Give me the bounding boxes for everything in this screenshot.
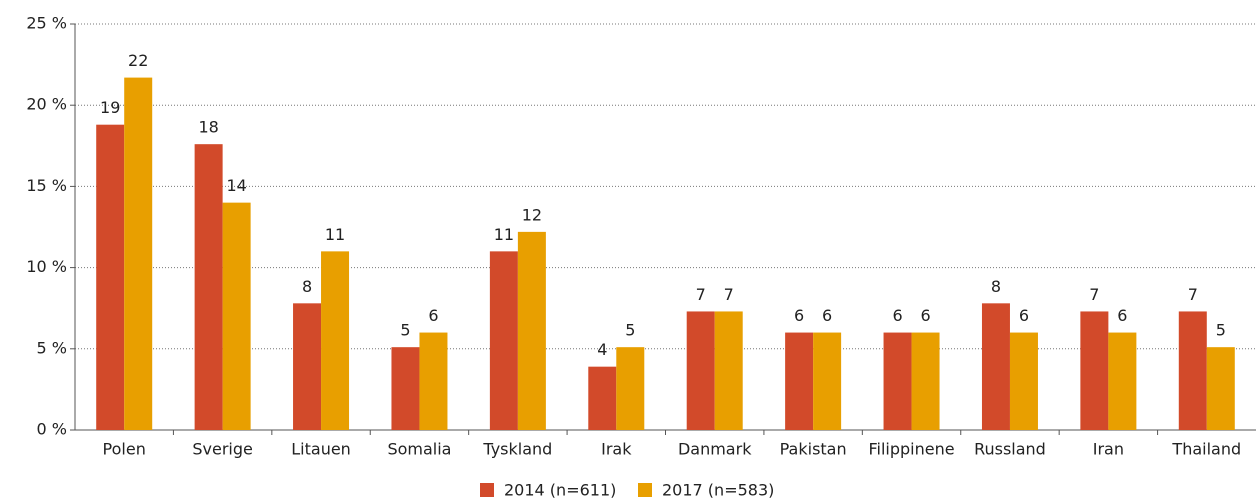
bar — [1080, 311, 1109, 430]
value-label: 7 — [696, 285, 706, 304]
value-label: 7 — [1089, 285, 1099, 304]
legend-swatch — [480, 483, 494, 497]
bar — [785, 332, 814, 430]
y-tick-label: 0 % — [37, 420, 67, 439]
value-label: 22 — [128, 51, 148, 70]
x-tick-label: Danmark — [678, 440, 752, 459]
bar — [588, 366, 617, 430]
x-tick-label: Iran — [1093, 440, 1124, 459]
x-tick-label: Russland — [974, 440, 1046, 459]
value-label: 11 — [325, 225, 345, 244]
bar — [419, 332, 448, 430]
x-tick-label: Filippinene — [868, 440, 954, 459]
value-label: 6 — [428, 306, 438, 325]
x-tick-label: Thailand — [1171, 440, 1241, 459]
bar — [293, 303, 322, 430]
value-label: 12 — [522, 205, 542, 224]
value-label: 14 — [226, 176, 246, 195]
value-label: 18 — [198, 118, 218, 137]
value-label: 7 — [724, 285, 734, 304]
value-label: 11 — [494, 225, 514, 244]
bar — [981, 303, 1010, 430]
bar — [194, 144, 223, 430]
legend-label: 2014 (n=611) — [504, 481, 616, 499]
x-tick-label: Somalia — [387, 440, 451, 459]
bar — [883, 332, 912, 430]
bar — [489, 251, 518, 430]
y-tick-label: 25 % — [26, 14, 67, 33]
bar — [911, 332, 940, 430]
bar — [1206, 347, 1235, 430]
value-label: 5 — [1216, 321, 1226, 340]
legend-label: 2017 (n=583) — [662, 481, 774, 499]
x-tick-label: Litauen — [291, 440, 351, 459]
y-tick-label: 15 % — [26, 176, 67, 195]
bar — [813, 332, 842, 430]
value-label: 6 — [920, 306, 930, 325]
legend-swatch — [638, 483, 652, 497]
bar — [686, 311, 715, 430]
value-label: 6 — [794, 306, 804, 325]
value-label: 8 — [991, 277, 1001, 296]
value-label: 7 — [1188, 285, 1198, 304]
value-label: 19 — [100, 98, 120, 117]
value-label: 8 — [302, 277, 312, 296]
value-label: 5 — [400, 321, 410, 340]
bar — [96, 124, 125, 431]
value-label: 6 — [1117, 306, 1127, 325]
value-label: 6 — [892, 306, 902, 325]
bar — [616, 347, 645, 430]
bar — [321, 251, 350, 430]
x-tick-label: Sverige — [192, 440, 253, 459]
y-tick-label: 10 % — [26, 257, 67, 276]
y-tick-label: 5 % — [37, 338, 67, 357]
bar — [124, 77, 153, 430]
value-label: 5 — [625, 321, 635, 340]
value-label: 4 — [597, 340, 607, 359]
bar — [517, 231, 546, 430]
x-tick-label: Tyskland — [482, 440, 552, 459]
bar — [222, 202, 251, 430]
bar — [1178, 311, 1207, 430]
x-tick-label: Pakistan — [780, 440, 847, 459]
bar — [1108, 332, 1137, 430]
y-tick-label: 20 % — [26, 95, 67, 114]
bar — [1009, 332, 1038, 430]
value-label: 6 — [1019, 306, 1029, 325]
value-label: 6 — [822, 306, 832, 325]
bar — [714, 311, 743, 430]
bar — [391, 347, 420, 430]
x-tick-label: Irak — [601, 440, 632, 459]
x-tick-label: Polen — [103, 440, 146, 459]
